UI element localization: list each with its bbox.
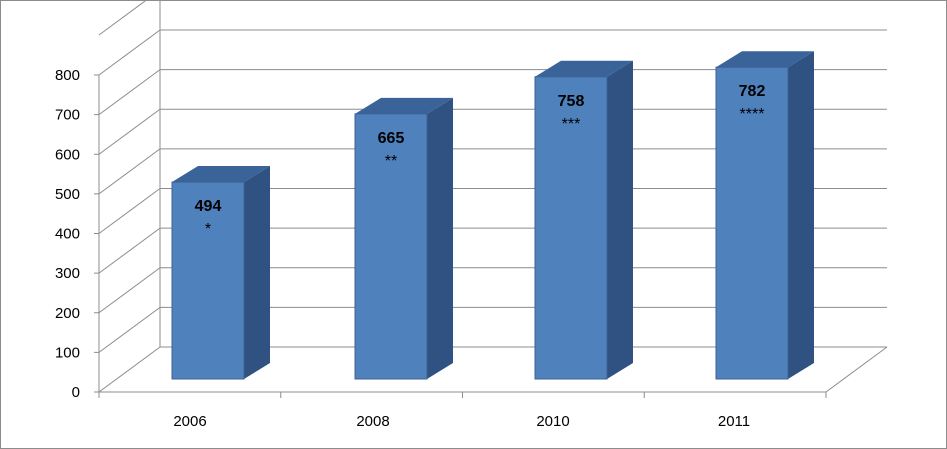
bar — [171, 181, 245, 380]
x-tick-label: 2011 — [718, 413, 750, 430]
bar-side — [244, 166, 270, 379]
data-note-label: *** — [562, 116, 581, 133]
bar-side — [788, 51, 814, 379]
y-tick-label: 100 — [55, 344, 80, 361]
data-note-label: **** — [740, 106, 765, 123]
bar — [715, 66, 789, 380]
bar — [534, 76, 608, 380]
floor-right-edge — [825, 346, 888, 393]
y-tick-label: 200 — [55, 305, 80, 322]
gridline-diagonal — [98, 29, 161, 76]
bar-side — [607, 60, 633, 379]
data-note-label: ** — [385, 153, 397, 170]
data-label: 665 — [378, 130, 405, 147]
data-label: 758 — [558, 93, 585, 110]
bar-top — [716, 51, 814, 68]
gridline-diagonal — [98, 69, 161, 116]
data-note-label: * — [205, 221, 211, 238]
y-tick-label: 700 — [55, 107, 80, 124]
bars-layer — [171, 51, 814, 380]
x-tick-label: 2006 — [173, 413, 206, 430]
gridline-diagonal — [98, 148, 161, 195]
bar — [354, 113, 428, 380]
gridline-diagonal — [98, 306, 161, 353]
bar-top — [355, 97, 453, 114]
gridline-diagonal — [98, 227, 161, 274]
x-tick-label: 2010 — [536, 413, 569, 430]
gridline-diagonal — [98, 188, 161, 234]
gridline-diagonal — [98, 108, 161, 155]
data-label: 782 — [739, 83, 766, 100]
wall-top-diagonal — [98, 0, 148, 36]
y-tick-label: 0 — [72, 384, 80, 401]
x-tick-label: 2008 — [356, 413, 389, 430]
y-tick-label: 400 — [55, 226, 80, 243]
bar-top — [172, 166, 270, 183]
y-tick-label: 600 — [55, 146, 80, 163]
y-tick-label: 500 — [55, 186, 80, 203]
bar-top — [535, 60, 633, 77]
y-tick-label: 300 — [55, 265, 80, 282]
gridline-diagonal — [98, 267, 161, 314]
labels-layer: 494 * 2006 665 ** 2008 758 *** 2010 782 **** 2011 — [173, 83, 765, 430]
gridline-diagonal — [98, 346, 161, 393]
axis-layer: 0 100 200 300 400 500 600 700 800 — [55, 67, 827, 401]
data-label: 494 — [195, 198, 222, 215]
y-tick-label: 800 — [55, 67, 80, 84]
bar-side — [427, 97, 453, 379]
